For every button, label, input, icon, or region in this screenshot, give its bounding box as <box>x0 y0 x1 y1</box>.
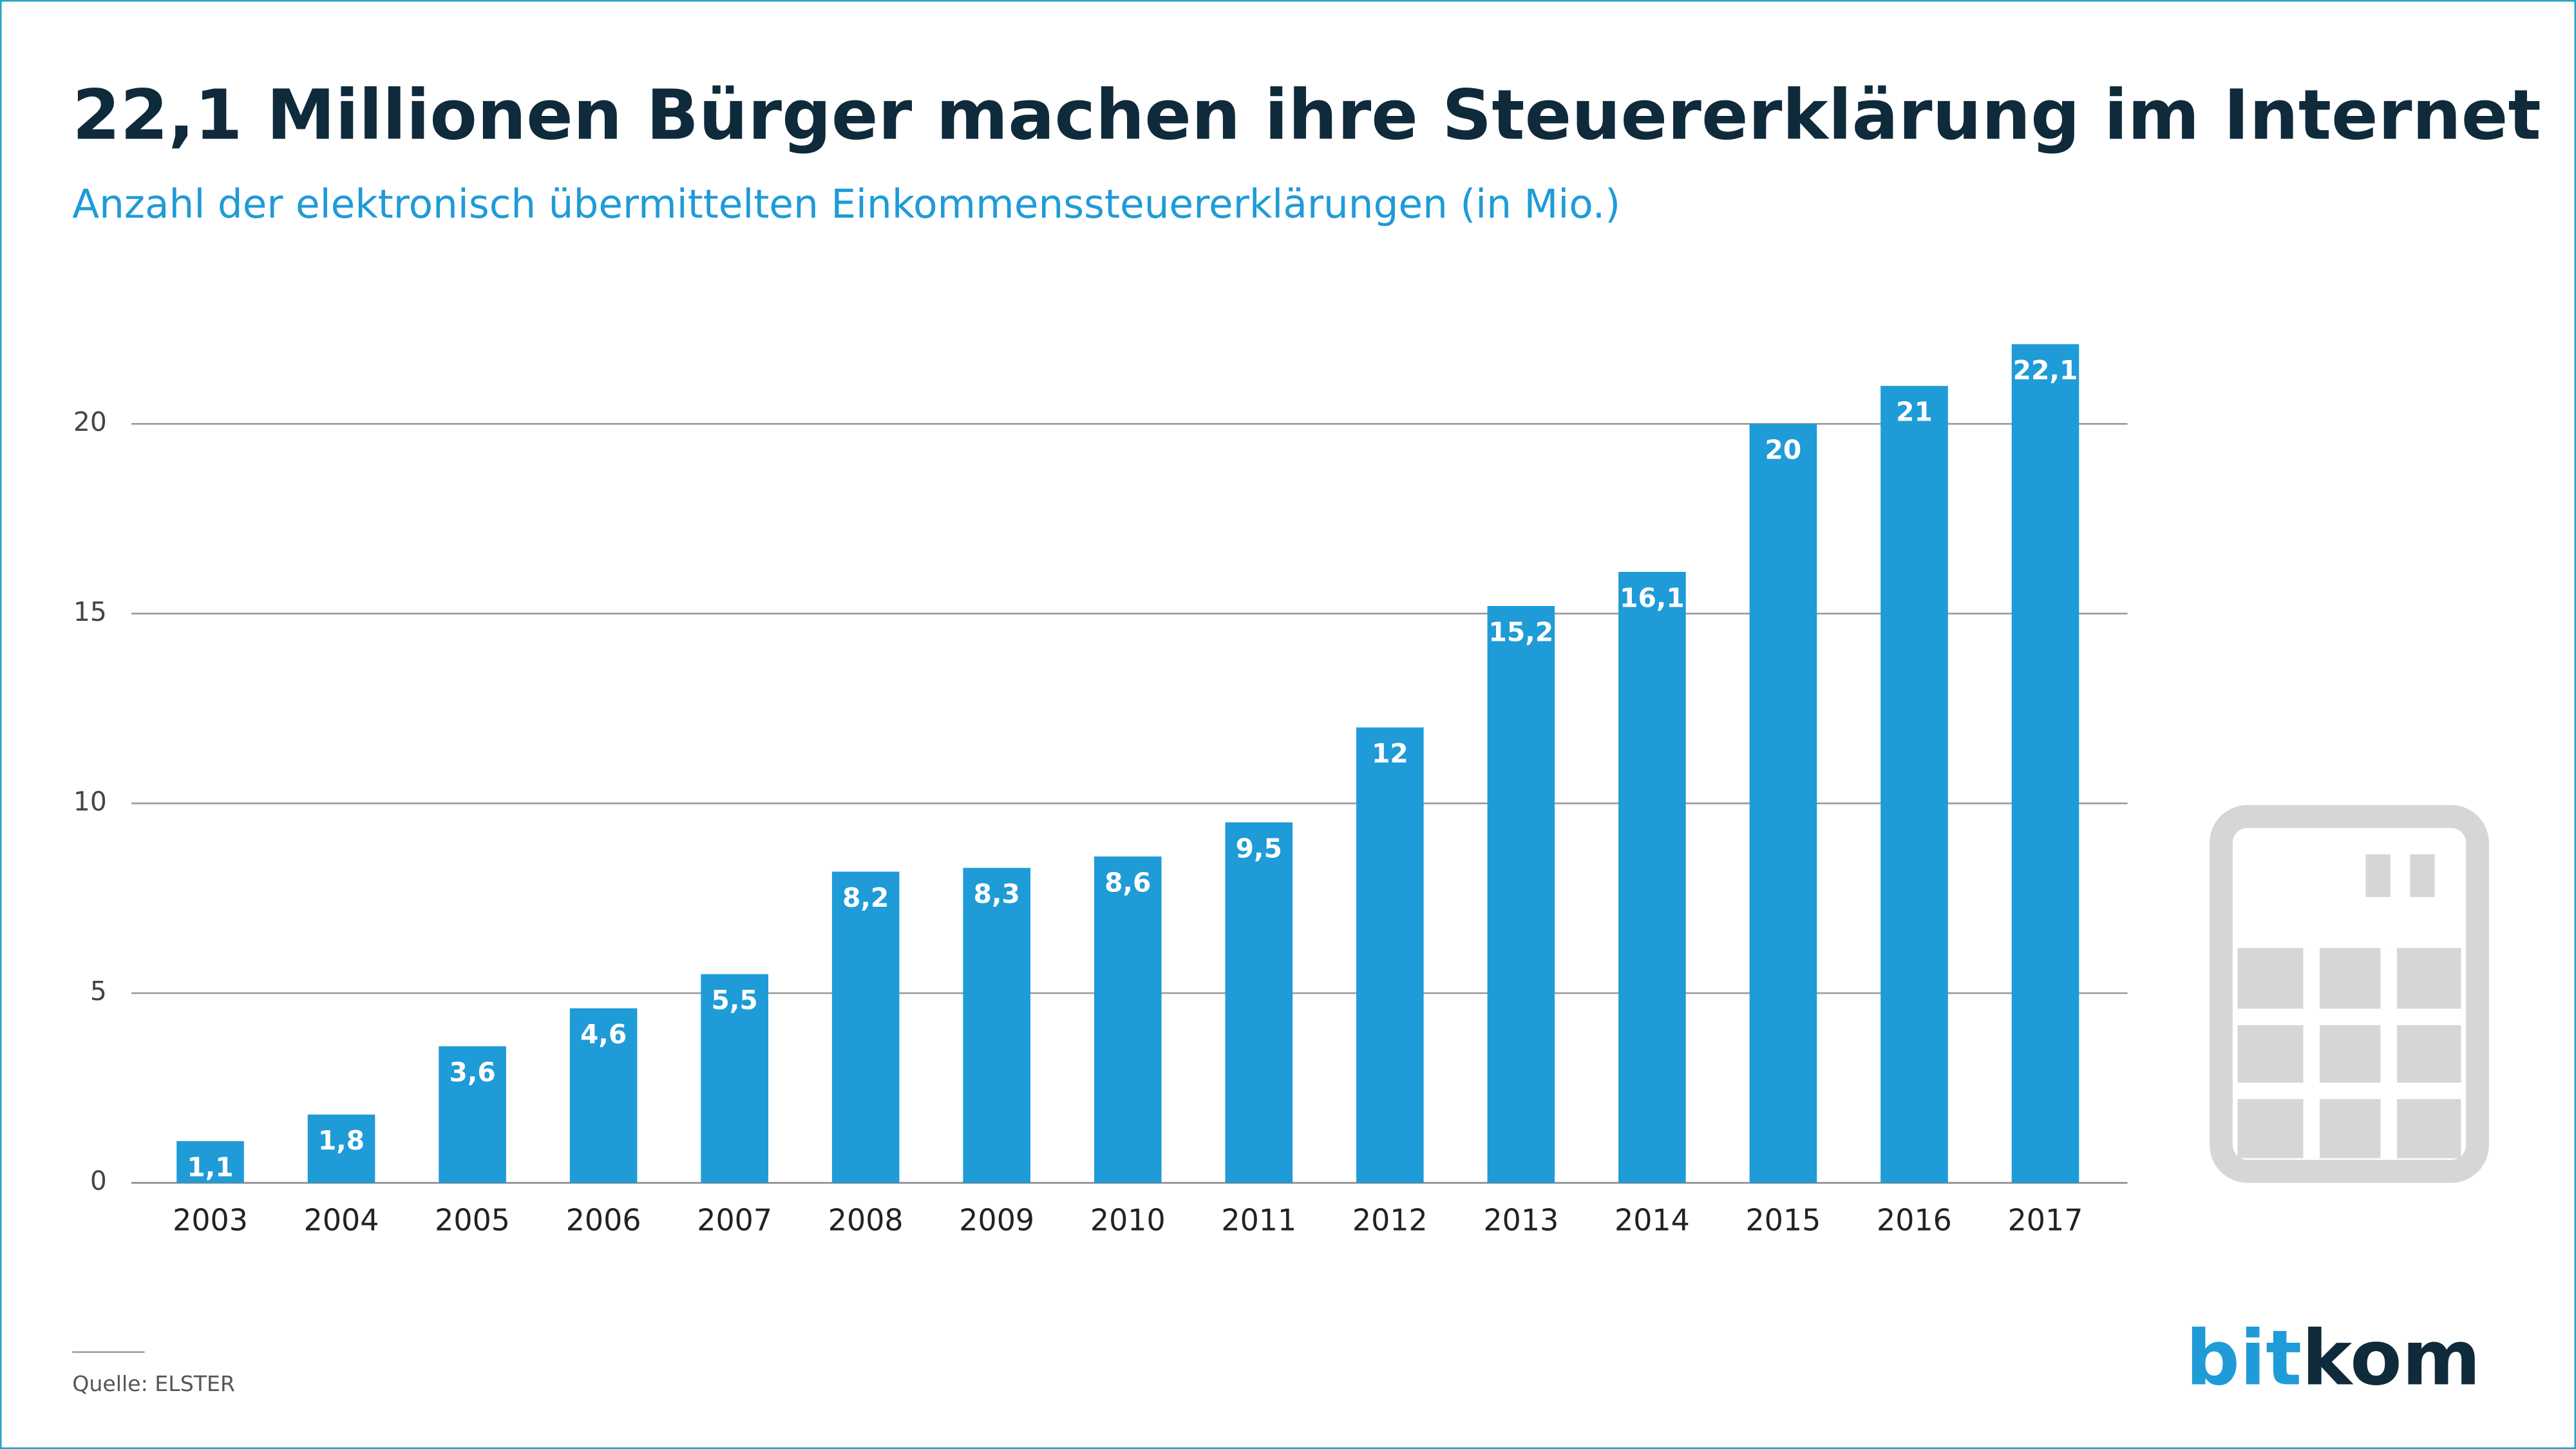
bar <box>569 1008 638 1183</box>
bar <box>701 974 768 1183</box>
value-label: 3,6 <box>449 1057 495 1088</box>
x-tick-label: 2008 <box>828 1202 904 1237</box>
bar <box>1880 386 1948 1183</box>
bar <box>307 1114 375 1183</box>
value-label: 20 <box>1765 435 1802 466</box>
value-label: 8,6 <box>1104 867 1151 898</box>
x-tick-label: 2010 <box>1090 1202 1166 1237</box>
x-tick-label: 2004 <box>304 1202 379 1237</box>
bar <box>1487 606 1555 1183</box>
value-label: 5,5 <box>712 985 758 1016</box>
source: Quelle: ELSTER <box>72 1371 235 1396</box>
value-label: 1,1 <box>187 1151 233 1182</box>
x-tick-label: 2015 <box>1746 1202 1821 1237</box>
value-label: 1,8 <box>318 1125 365 1156</box>
calculator-icon <box>2210 805 2489 1183</box>
value-label: 22,1 <box>2013 355 2078 386</box>
x-tick-label: 2003 <box>173 1202 248 1237</box>
x-tick-label: 2011 <box>1221 1202 1296 1237</box>
bar <box>176 1141 244 1183</box>
y-tick-label: 20 <box>73 406 107 437</box>
value-label: 9,5 <box>1236 833 1282 864</box>
y-tick-label: 5 <box>90 976 107 1007</box>
bar <box>1094 856 1162 1183</box>
y-tick-label: 0 <box>90 1166 107 1197</box>
y-tick-label: 15 <box>73 596 107 627</box>
x-tick-label: 2006 <box>566 1202 641 1237</box>
x-tick-label: 2012 <box>1352 1202 1428 1237</box>
chart-title: 22,1 Millionen Bürger machen ihre Steuer… <box>72 76 2541 156</box>
value-label: 8,3 <box>974 878 1020 909</box>
bar <box>439 1046 506 1183</box>
logo-part: kom <box>2302 1314 2481 1403</box>
bar <box>1618 571 1686 1183</box>
bar <box>1356 727 1424 1183</box>
bar <box>2011 344 2079 1183</box>
chart-subtitle: Anzahl der elektronisch übermittelten Ei… <box>72 182 1620 227</box>
logo-part: bit <box>2186 1314 2302 1403</box>
value-label: 4,6 <box>580 1019 627 1050</box>
bar <box>831 871 900 1183</box>
logo: bitkom <box>2186 1314 2481 1403</box>
y-tick-label: 10 <box>73 786 107 817</box>
bar <box>1749 424 1817 1183</box>
x-tick-label: 2017 <box>2008 1202 2083 1237</box>
value-label: 16,1 <box>1620 582 1685 613</box>
x-tick-label: 2007 <box>697 1202 772 1237</box>
value-label: 21 <box>1896 397 1933 428</box>
x-tick-label: 2014 <box>1615 1202 1690 1237</box>
bar <box>1225 822 1293 1183</box>
x-tick-label: 2016 <box>1877 1202 1952 1237</box>
x-tick-label: 2009 <box>959 1202 1034 1237</box>
value-label: 15,2 <box>1489 616 1554 647</box>
x-tick-label: 2013 <box>1483 1202 1558 1237</box>
bar <box>963 867 1031 1183</box>
value-label: 8,2 <box>842 882 889 913</box>
value-label: 12 <box>1372 738 1408 769</box>
x-tick-label: 2005 <box>435 1202 510 1237</box>
